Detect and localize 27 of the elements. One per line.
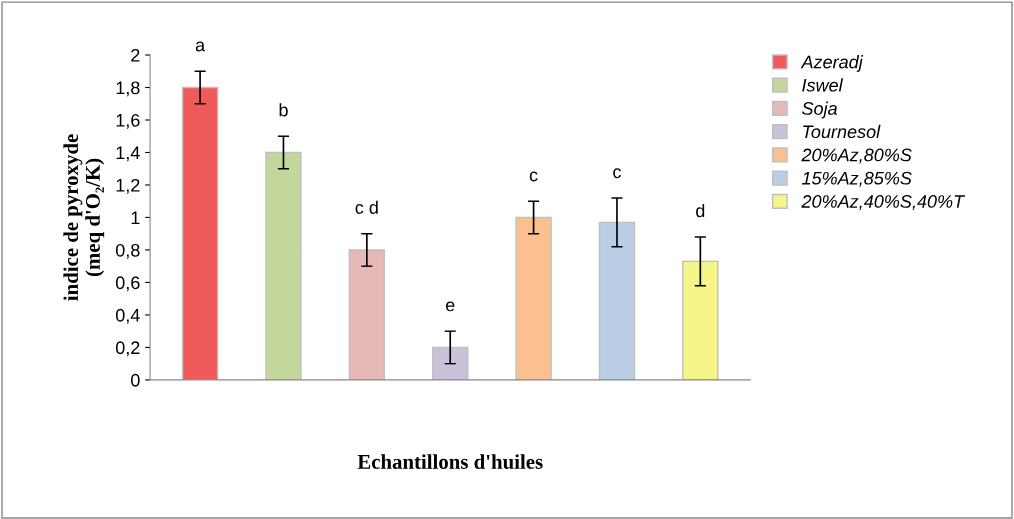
legend-label: 20%Az,80%S bbox=[801, 148, 912, 164]
y-tick-label: 1,4 bbox=[116, 146, 140, 162]
data-label: c d bbox=[355, 200, 378, 214]
y-tick-label: 0,4 bbox=[115, 308, 140, 324]
y-tick-label: 0,8 bbox=[115, 243, 140, 259]
data-label: e bbox=[445, 301, 455, 312]
y-tick-label: 0,6 bbox=[115, 276, 140, 292]
y-tick-label: 1,8 bbox=[116, 81, 140, 97]
y-tick-label: 0 bbox=[131, 373, 140, 387]
data-label: b bbox=[279, 103, 288, 117]
legend-label: 20%Az,40%S,40%T bbox=[801, 195, 966, 210]
x-axis-title: Echantillons d'huiles bbox=[357, 454, 543, 469]
y-tick-label: 1,2 bbox=[116, 178, 140, 194]
data-label: a bbox=[195, 41, 206, 52]
data-label: d bbox=[696, 203, 705, 218]
y-tick-label: 2 bbox=[131, 48, 140, 62]
legend-label: 15%Az,85%S bbox=[801, 171, 912, 187]
y-axis-title: indice de pyroxyde (meq d'O₂/K) bbox=[63, 134, 105, 301]
y-tick-label: 0,2 bbox=[115, 341, 140, 357]
data-label: c bbox=[613, 168, 621, 179]
legend-label: Iswel bbox=[802, 78, 844, 92]
data-label: c bbox=[529, 171, 538, 182]
y-tick-label: 1 bbox=[131, 211, 140, 224]
y-tick-label: 1,6 bbox=[116, 113, 140, 129]
legend-label: Soja bbox=[802, 101, 838, 119]
legend-label: Tournesol bbox=[803, 124, 881, 139]
legend-label: Azeradj bbox=[800, 55, 864, 72]
